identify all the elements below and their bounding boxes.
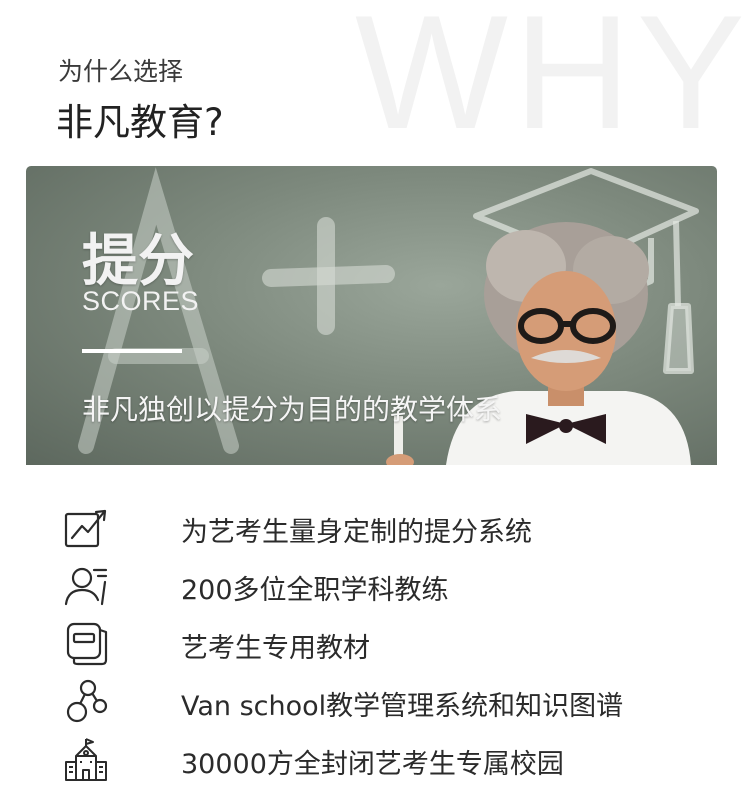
school-building-icon [62,736,112,782]
feature-item: 200多位全职学科教练 [0,558,750,612]
feature-label: 艺考生专用教材 [181,633,370,664]
growth-chart-icon [62,504,112,550]
boy-glasses [518,308,616,344]
banner-title: 提分 [82,229,194,294]
boy-face [516,271,616,391]
knowledge-graph-icon [62,678,112,724]
boy-moustache [531,350,601,363]
feature-label: 200多位全职学科教练 [181,575,449,606]
feature-item: 为艺考生量身定制的提分系统 [0,500,750,554]
feature-item: 艺考生专用教材 [0,616,750,670]
teacher-icon [62,562,112,608]
scores-banner: 提分 SCORES 非凡独创以提分为目的的教学体系 [26,166,717,465]
textbook-icon [62,620,112,666]
boy-bow-tie [526,414,606,444]
feature-label: Van school教学管理系统和知识图谱 [181,691,624,722]
background-watermark-word: WHY [355,0,750,163]
feature-label: 为艺考生量身定制的提分系统 [181,517,532,548]
feature-item: 30000方全封闭艺考生专属校园 [0,732,750,786]
feature-item: Van school教学管理系统和知识图谱 [0,674,750,728]
banner-divider [82,349,182,353]
section-kicker: 为什么选择 [58,57,184,86]
chalk-letter-a [78,167,239,454]
chalk-plus-sign [262,217,395,335]
section-title: 非凡教育? [56,101,224,144]
chalk-stick [394,416,403,456]
feature-label: 30000方全封闭艺考生专属校园 [181,749,564,780]
chalkboard-illustration [78,167,699,465]
banner-subtitle: SCORES [82,286,200,316]
banner-tagline: 非凡独创以提分为目的的教学体系 [82,393,503,426]
